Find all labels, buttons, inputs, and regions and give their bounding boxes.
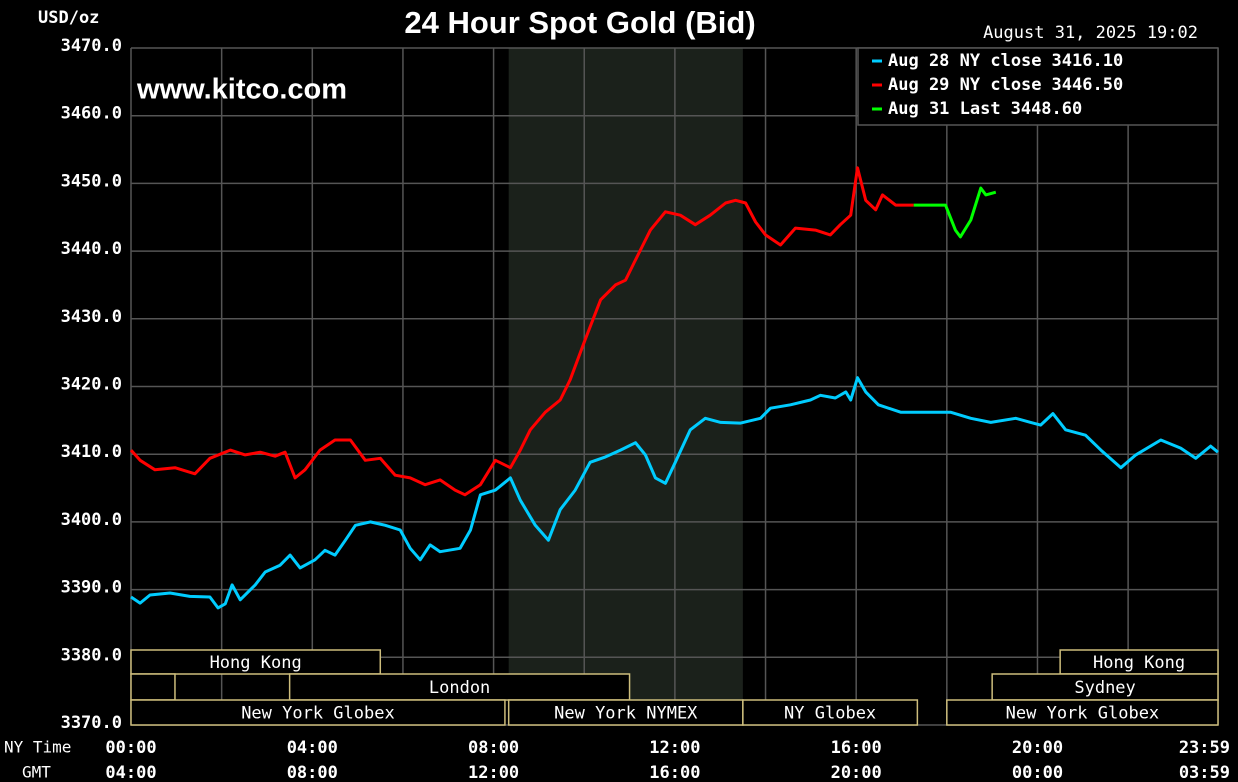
legend-label: Aug 31 Last (888, 99, 1001, 119)
x-tick-label: 23:59 (1179, 738, 1230, 758)
price-line (130, 376, 1219, 610)
session-label: New York Globex (1006, 704, 1160, 724)
x2-tick-label: 08:00 (287, 763, 338, 782)
legend-value: 3416.10 (1052, 51, 1124, 71)
price-line (913, 186, 997, 239)
y-tick-label: 3390.0 (61, 578, 122, 598)
price-line (129, 166, 914, 497)
legend-label: Aug 29 NY close (888, 75, 1042, 95)
session-label: Sydney (1074, 678, 1135, 698)
session-label: London (429, 678, 490, 698)
x2-tick-label: 00:00 (1012, 763, 1063, 782)
y-tick-label: 3370.0 (61, 713, 122, 733)
legend-label: Aug 28 NY close (888, 51, 1042, 71)
x2-tick-label: 12:00 (468, 763, 519, 782)
session-box (130, 673, 176, 701)
timestamp: August 31, 2025 19:02 (983, 23, 1198, 43)
session-box (742, 699, 919, 726)
x2-tick-label: 20:00 (831, 763, 882, 782)
legend-value: 3448.60 (1011, 99, 1083, 119)
session-label: NY Globex (784, 704, 876, 724)
watermark: www.kitco.com (136, 74, 347, 106)
session-box (1059, 649, 1219, 675)
x-axis-label: NY Time (4, 738, 71, 757)
x2-tick-label: 16:00 (649, 763, 700, 782)
y-tick-label: 3420.0 (61, 375, 122, 395)
x2-tick-label: 03:59 (1179, 763, 1230, 782)
x-tick-label: 00:00 (105, 738, 156, 758)
x2-tick-label: 04:00 (105, 763, 156, 782)
x-tick-label: 12:00 (649, 738, 700, 758)
x-tick-label: 16:00 (831, 738, 882, 758)
legend-value: 3446.50 (1052, 75, 1124, 95)
legend-box (857, 47, 1219, 126)
session-label: New York NYMEX (554, 704, 698, 724)
y-tick-label: 3460.0 (61, 104, 122, 124)
y-tick-label: 3470.0 (61, 36, 122, 56)
session-box (946, 699, 1219, 726)
session-label: Hong Kong (210, 653, 302, 673)
session-box (130, 699, 506, 726)
session-box (130, 649, 382, 675)
y-tick-label: 3450.0 (61, 171, 122, 191)
x2-axis-label: GMT (22, 763, 51, 782)
session-box (991, 673, 1219, 701)
y-axis-unit: USD/oz (38, 8, 99, 28)
session-label: Hong Kong (1093, 653, 1185, 673)
y-tick-label: 3410.0 (61, 442, 122, 462)
x-tick-label: 20:00 (1012, 738, 1063, 758)
x-tick-label: 04:00 (287, 738, 338, 758)
y-tick-label: 3380.0 (61, 645, 122, 665)
x-tick-label: 08:00 (468, 738, 519, 758)
chart-title: 24 Hour Spot Gold (Bid) (404, 5, 755, 40)
y-tick-label: 3430.0 (61, 307, 122, 327)
session-label: New York Globex (241, 704, 395, 724)
y-tick-label: 3440.0 (61, 239, 122, 259)
y-tick-label: 3400.0 (61, 510, 122, 530)
